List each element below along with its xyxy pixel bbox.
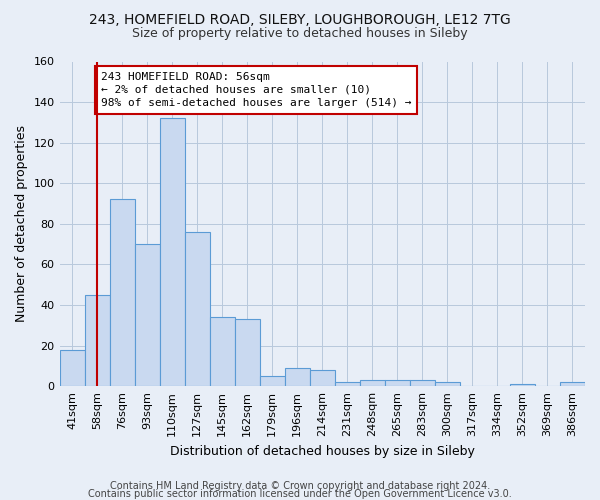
Text: Contains HM Land Registry data © Crown copyright and database right 2024.: Contains HM Land Registry data © Crown c… (110, 481, 490, 491)
Bar (235, 319, 260, 386)
Bar (310, 370, 335, 386)
Text: 243, HOMEFIELD ROAD, SILEBY, LOUGHBOROUGH, LE12 7TG: 243, HOMEFIELD ROAD, SILEBY, LOUGHBOROUG… (89, 12, 511, 26)
Bar (110, 200, 134, 386)
Bar (59, 350, 85, 386)
Bar (385, 380, 410, 386)
Bar (209, 317, 235, 386)
Bar (160, 118, 185, 386)
Bar (335, 382, 360, 386)
Bar (185, 232, 209, 386)
Bar (560, 382, 585, 386)
Bar (435, 382, 460, 386)
Bar (360, 380, 385, 386)
Text: Size of property relative to detached houses in Sileby: Size of property relative to detached ho… (132, 28, 468, 40)
Y-axis label: Number of detached properties: Number of detached properties (15, 126, 28, 322)
Bar (134, 244, 160, 386)
Text: Contains public sector information licensed under the Open Government Licence v3: Contains public sector information licen… (88, 489, 512, 499)
Bar (260, 376, 285, 386)
Bar (510, 384, 535, 386)
Text: 243 HOMEFIELD ROAD: 56sqm
← 2% of detached houses are smaller (10)
98% of semi-d: 243 HOMEFIELD ROAD: 56sqm ← 2% of detach… (101, 72, 412, 108)
Bar (85, 295, 110, 386)
Bar (410, 380, 435, 386)
X-axis label: Distribution of detached houses by size in Sileby: Distribution of detached houses by size … (170, 444, 475, 458)
Bar (285, 368, 310, 386)
